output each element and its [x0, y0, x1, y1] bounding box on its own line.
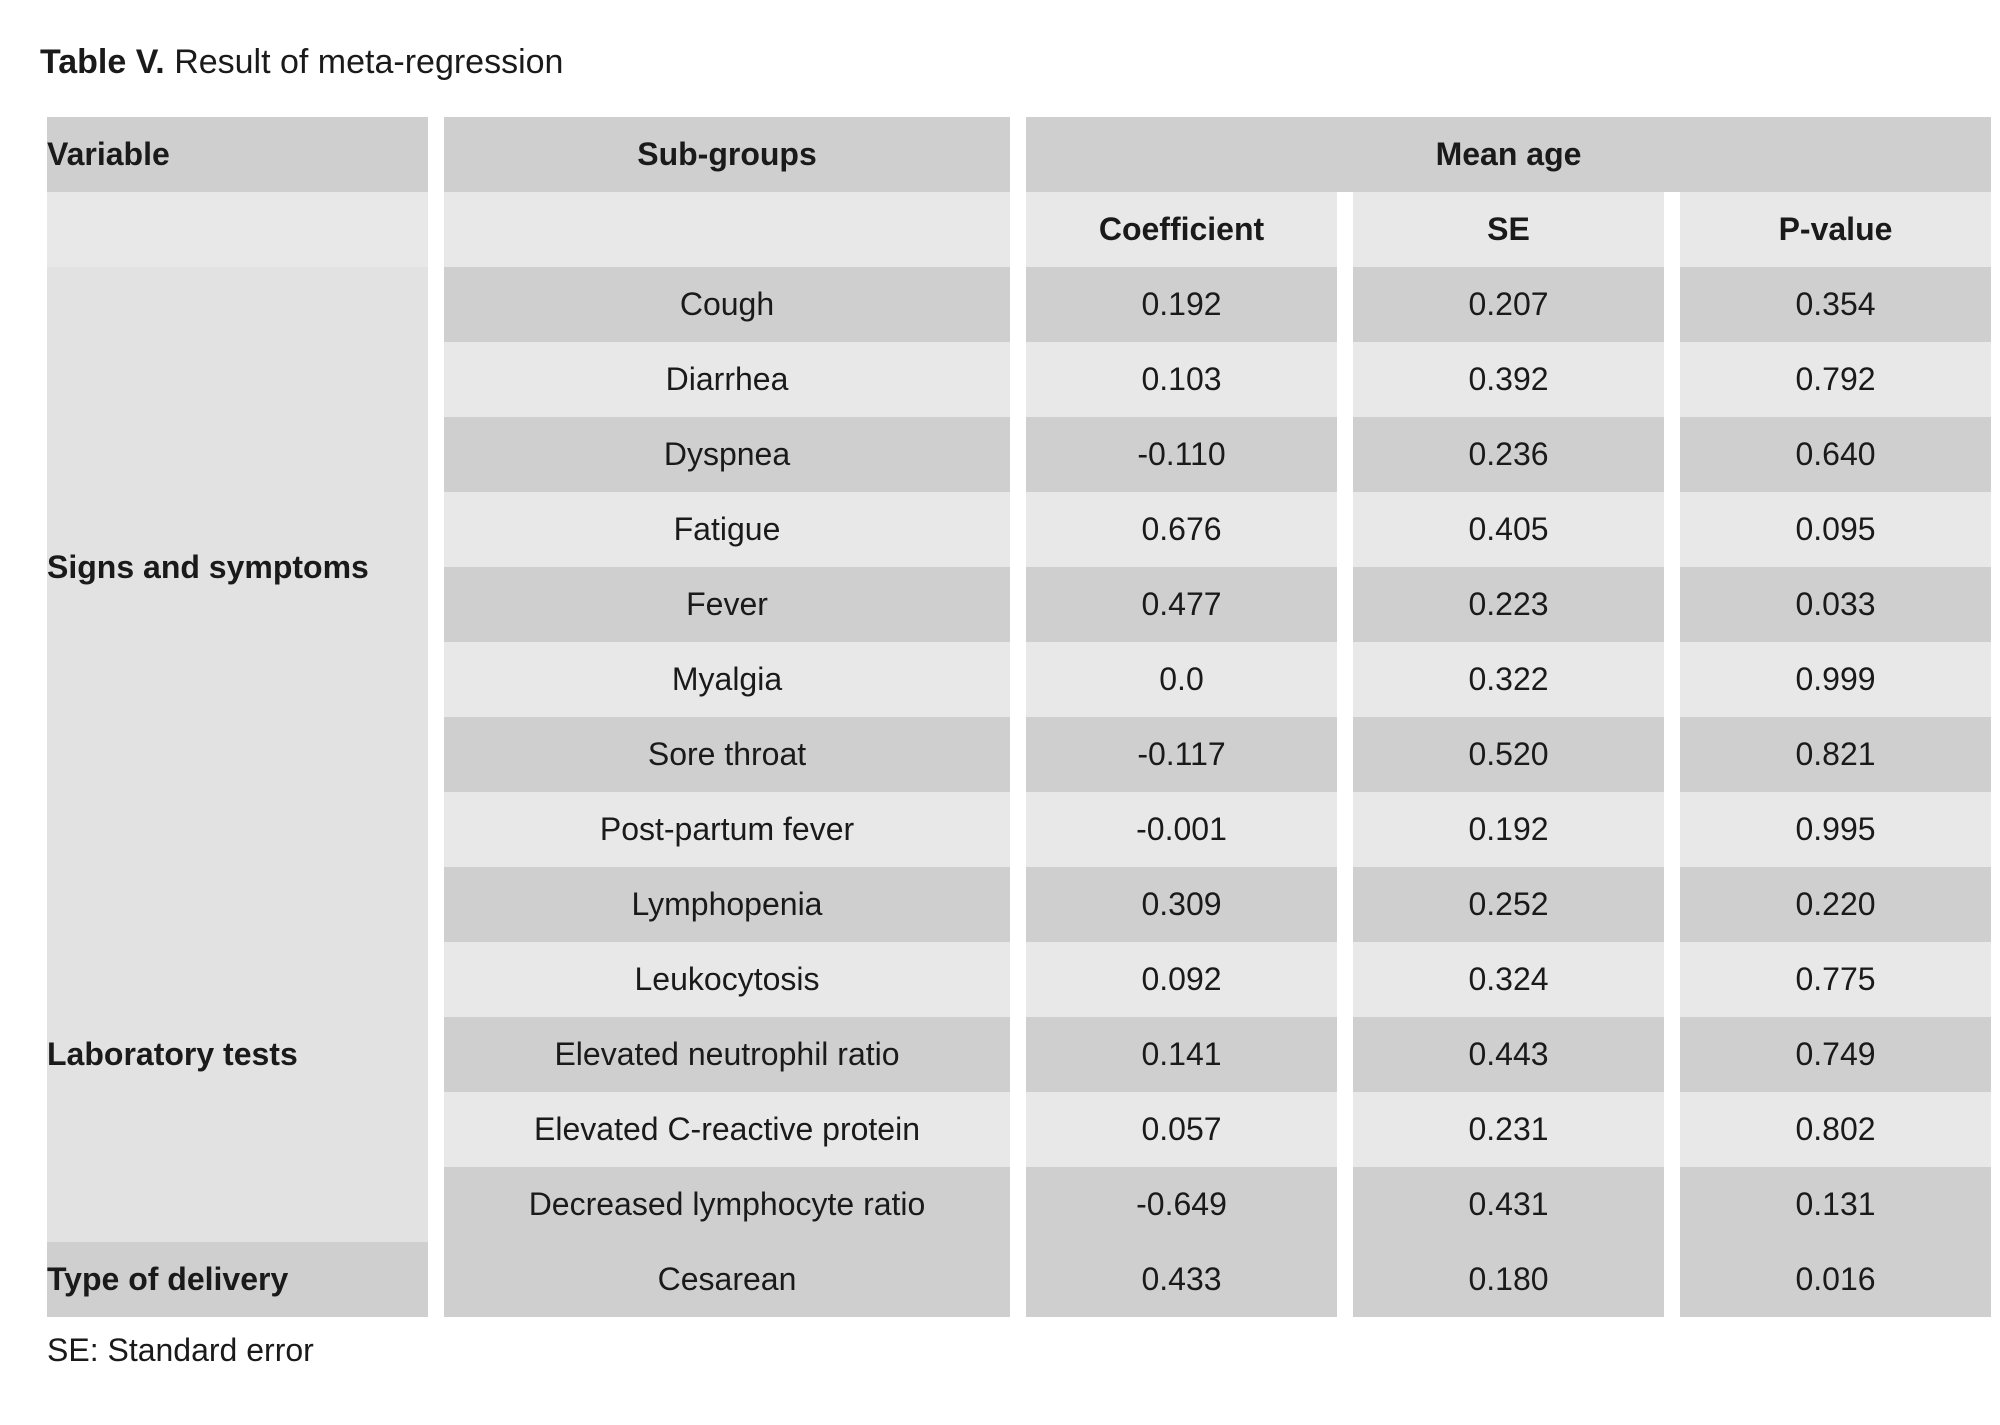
variable-group-type-of-delivery: Type of delivery	[47, 1242, 428, 1317]
pvalue-cell: 0.033	[1680, 567, 1991, 642]
subgroup-cell: Lymphopenia	[444, 867, 1010, 942]
subgroup-cell: Cesarean	[444, 1242, 1010, 1317]
se-cell: 0.236	[1353, 417, 1664, 492]
subgroup-cell: Elevated neutrophil ratio	[444, 1017, 1010, 1092]
subgroup-cell: Leukocytosis	[444, 942, 1010, 1017]
coefficient-cell: 0.676	[1026, 492, 1337, 567]
subgroup-cell: Post-partum fever	[444, 792, 1010, 867]
se-cell: 0.324	[1353, 942, 1664, 1017]
pvalue-cell: 0.821	[1680, 717, 1991, 792]
pvalue-cell: 0.131	[1680, 1167, 1991, 1242]
header-blank-subgroups	[444, 192, 1010, 267]
caption-label: Table V.	[40, 43, 165, 81]
subgroup-cell: Myalgia	[444, 642, 1010, 717]
caption-text: Result of meta-regression	[174, 43, 564, 81]
pvalue-cell: 0.775	[1680, 942, 1991, 1017]
subgroup-cell: Cough	[444, 267, 1010, 342]
subgroup-cell: Diarrhea	[444, 342, 1010, 417]
pvalue-cell: 0.095	[1680, 492, 1991, 567]
coefficient-cell: 0.477	[1026, 567, 1337, 642]
header-mean-age: Mean age	[1026, 117, 1991, 192]
subgroup-cell: Dyspnea	[444, 417, 1010, 492]
coefficient-cell: 0.0	[1026, 642, 1337, 717]
se-cell: 0.180	[1353, 1242, 1664, 1317]
se-cell: 0.392	[1353, 342, 1664, 417]
se-cell: 0.443	[1353, 1017, 1664, 1092]
se-cell: 0.192	[1353, 792, 1664, 867]
coefficient-cell: 0.103	[1026, 342, 1337, 417]
variable-group-laboratory-tests: Laboratory tests	[47, 867, 428, 1242]
se-cell: 0.252	[1353, 867, 1664, 942]
se-cell: 0.431	[1353, 1167, 1664, 1242]
subgroup-cell: Fever	[444, 567, 1010, 642]
pvalue-cell: 0.802	[1680, 1092, 1991, 1167]
se-cell: 0.322	[1353, 642, 1664, 717]
variable-group-signs-symptoms: Signs and symptoms	[47, 267, 428, 867]
se-cell: 0.231	[1353, 1092, 1664, 1167]
subgroup-cell: Sore throat	[444, 717, 1010, 792]
header-blank-variable	[47, 192, 428, 267]
pvalue-cell: 0.640	[1680, 417, 1991, 492]
header-pvalue: P-value	[1680, 192, 1991, 267]
se-cell: 0.405	[1353, 492, 1664, 567]
coefficient-cell: -0.110	[1026, 417, 1337, 492]
coefficient-cell: 0.192	[1026, 267, 1337, 342]
meta-regression-table: Variable Sub-groups Mean age Coefficient…	[47, 117, 1991, 1317]
header-variable: Variable	[47, 117, 428, 192]
header-subgroups: Sub-groups	[444, 117, 1010, 192]
se-cell: 0.520	[1353, 717, 1664, 792]
pvalue-cell: 0.792	[1680, 342, 1991, 417]
header-se: SE	[1353, 192, 1664, 267]
se-cell: 0.207	[1353, 267, 1664, 342]
subgroup-cell: Elevated C-reactive protein	[444, 1092, 1010, 1167]
pvalue-cell: 0.999	[1680, 642, 1991, 717]
subgroup-cell: Fatigue	[444, 492, 1010, 567]
pvalue-cell: 0.016	[1680, 1242, 1991, 1317]
pvalue-cell: 0.220	[1680, 867, 1991, 942]
pvalue-cell: 0.749	[1680, 1017, 1991, 1092]
coefficient-cell: -0.649	[1026, 1167, 1337, 1242]
pvalue-cell: 0.354	[1680, 267, 1991, 342]
coefficient-cell: 0.309	[1026, 867, 1337, 942]
table-caption: Table V. Result of meta-regression	[40, 38, 563, 86]
coefficient-cell: 0.057	[1026, 1092, 1337, 1167]
header-coefficient: Coefficient	[1026, 192, 1337, 267]
coefficient-cell: -0.117	[1026, 717, 1337, 792]
subgroup-cell: Decreased lymphocyte ratio	[444, 1167, 1010, 1242]
se-cell: 0.223	[1353, 567, 1664, 642]
coefficient-cell: 0.433	[1026, 1242, 1337, 1317]
coefficient-cell: 0.141	[1026, 1017, 1337, 1092]
coefficient-cell: 0.092	[1026, 942, 1337, 1017]
table-footnote: SE: Standard error	[47, 1332, 314, 1368]
coefficient-cell: -0.001	[1026, 792, 1337, 867]
pvalue-cell: 0.995	[1680, 792, 1991, 867]
